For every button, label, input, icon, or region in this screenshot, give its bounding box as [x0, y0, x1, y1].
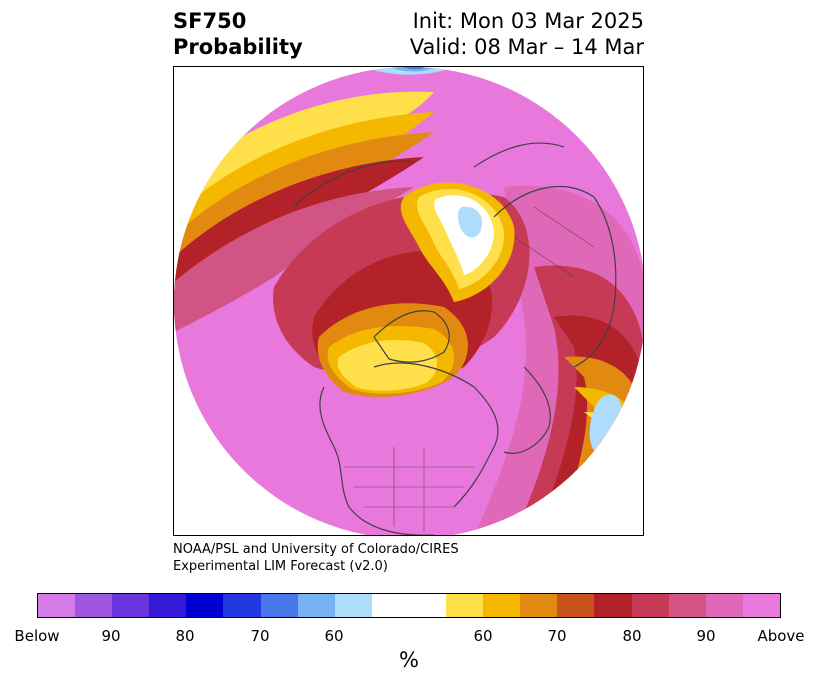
colorbar-segment: [38, 594, 76, 617]
eurasia-border-2: [533, 206, 595, 248]
band-neutral-atl: [599, 427, 643, 535]
colorbar-segment: [557, 594, 595, 617]
colorbar-segment: [112, 594, 150, 617]
colorbar-segment: [260, 594, 298, 617]
eurasia-north-coast: [493, 186, 617, 368]
pole-cold-pool: [457, 206, 483, 238]
colorbar-tick: 70: [250, 627, 270, 645]
colorbar-tick: 90: [101, 627, 121, 645]
colorbar-segment: [520, 594, 558, 617]
colorbar-segment: [371, 594, 409, 617]
colorbar-segment: [631, 594, 669, 617]
map-svg: [174, 67, 643, 535]
eurasia-border-1: [513, 236, 575, 278]
colorbar-segment: [705, 594, 743, 617]
canada-band-55: [337, 339, 437, 391]
colorbar-tick: 60: [473, 627, 493, 645]
colorbar-segment: [483, 594, 521, 617]
title-right: Init: Mon 03 Mar 2025 Valid: 08 Mar – 14…: [410, 8, 644, 60]
colorbar-segment: [668, 594, 706, 617]
colorbar-segment: [149, 594, 187, 617]
colorbar-segment: [75, 594, 113, 617]
top-cold-core: [389, 67, 436, 72]
borders: [344, 206, 595, 532]
forecast-map: [173, 66, 644, 536]
alaska-coast: [293, 160, 415, 208]
siberia-coast: [473, 142, 565, 168]
probability-field: [174, 67, 643, 535]
init-date: Init: Mon 03 Mar 2025: [412, 9, 644, 33]
colorbar-segment: [297, 594, 335, 617]
colorbar-tick: 80: [175, 627, 195, 645]
colorbar-segment: [408, 594, 447, 617]
colorbar-tick: 70: [547, 627, 567, 645]
variable-name: SF750: [173, 9, 247, 33]
colorbar-segment: [334, 594, 372, 617]
colorbar-tick: 60: [324, 627, 344, 645]
credit: NOAA/PSL and University of Colorado/CIRE…: [173, 541, 459, 575]
colorbar-tick: Above: [757, 627, 805, 645]
top-cold-inner: [402, 67, 426, 70]
credit-line-1: NOAA/PSL and University of Colorado/CIRE…: [173, 542, 459, 557]
colorbar-unit: %: [399, 648, 419, 672]
colorbar-tick: Below: [14, 627, 60, 645]
valid-range: Valid: 08 Mar – 14 Mar: [409, 35, 644, 59]
coastlines: [293, 142, 617, 535]
colorbar-segment: [742, 594, 780, 617]
colorbar-segment: [594, 594, 632, 617]
hudson-bay: [373, 310, 450, 363]
variable-type: Probability: [173, 35, 303, 59]
north-america-west-coast: [319, 386, 434, 535]
colorbar-segment: [186, 594, 224, 617]
colorbar-tick: 80: [622, 627, 642, 645]
colorbar: [37, 593, 781, 618]
colorbar-tick: 90: [696, 627, 716, 645]
north-america-east-coast: [373, 362, 499, 508]
greenland: [503, 366, 551, 454]
colorbar-segment: [223, 594, 261, 617]
colorbar-segment: [446, 594, 484, 617]
credit-line-2: Experimental LIM Forecast (v2.0): [173, 559, 388, 574]
title-left: SF750 Probability: [173, 8, 303, 60]
